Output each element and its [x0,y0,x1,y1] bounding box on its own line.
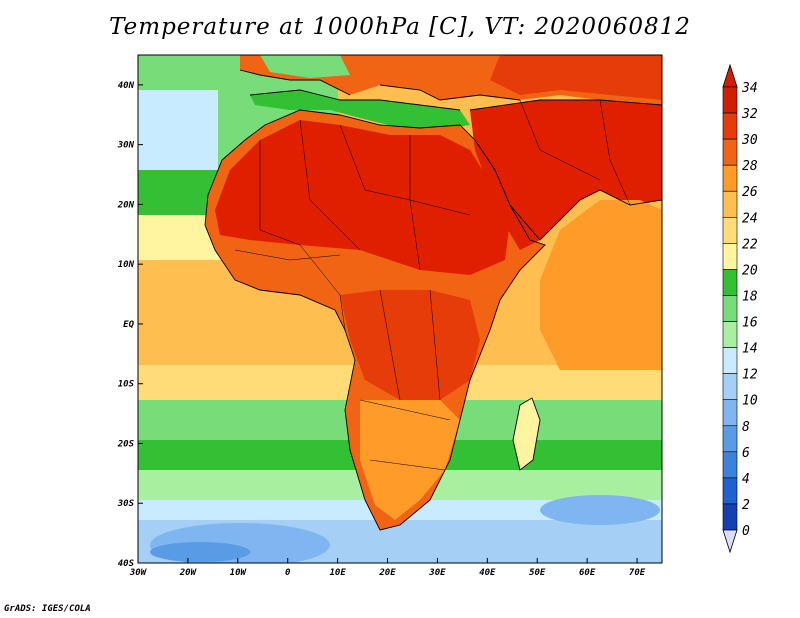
colorbar-label: 8 [742,420,750,435]
colorbar-swatch [722,373,738,401]
north-europe-green [260,55,350,78]
lat-tick-label: EQ [123,320,134,330]
colorbar-swatch [722,86,738,114]
lon-tick-label: 40E [479,568,496,578]
colorbar-swatch [722,477,738,505]
europe-hot [490,55,662,100]
colorbar-swatch [722,451,738,479]
lon-tick-label: 50E [529,568,546,578]
colorbar-swatch [722,425,738,453]
colorbar-swatch [722,138,738,166]
plot-frame [137,54,663,564]
colorbar-over-arrow [722,63,738,88]
colorbar-label: 12 [742,368,758,383]
colorbar-label: 14 [742,342,758,357]
colorbar-label: 32 [741,107,758,122]
arabian-sea [540,200,662,370]
colorbar-swatch [722,216,738,244]
band-north-ocean-mild [138,90,218,170]
lon-tick-label: 30E [428,568,446,578]
madagascar [513,398,540,470]
lon-tick-label: 20W [179,568,198,578]
colorbar-label: 24 [742,211,758,226]
colorbar-swatch [722,112,738,140]
colorbar-label: 34 [741,81,758,96]
lat-tick-label: 30N [117,141,135,151]
lat-tick-label: 10S [118,380,135,390]
mediterranean-sea [250,90,470,130]
colorbar-label: 30 [741,133,758,148]
colorbar-label: 2 [742,498,750,513]
lat-tick-label: 40S [118,559,135,569]
temperature-field [138,55,662,563]
lat-tick-label: 40N [118,81,135,91]
colorbar-swatch [722,190,738,218]
colorbar-swatch [722,399,738,427]
colorbar-label: 0 [742,524,750,539]
lon-tick-label: 60E [579,568,596,578]
lat-axis: 40N 30N 20N 10N EQ 10S 20S 30S 40S [117,81,143,569]
grads-credit: GrADS: IGES/COLA [4,604,91,614]
colorbar-label: 22 [742,237,758,252]
colorbar-swatch [722,164,738,192]
lat-tick-label: 30S [117,499,135,509]
colorbar-label: 10 [742,394,758,409]
lat-tick-label: 20N [117,200,135,210]
map-title: Temperature at 1000hPa [C], VT: 20200608… [109,14,691,40]
lat-tick-label: 20S [117,439,135,449]
colorbar-label: 28 [742,159,758,174]
colorbar-swatch [722,347,738,374]
lon-axis: 30W 20W 10W 0 10E 20E 30E 40E 50E 60E 70E [129,558,646,578]
sahara-hot [215,120,510,275]
cold-patch-core [150,542,250,562]
country-borders [234,99,631,471]
colorbar-label: 18 [742,289,758,304]
colorbar-under-arrow [722,529,738,554]
cold-patch [540,495,660,525]
lon-tick-label: 30W [129,568,148,578]
southern-africa-warm [360,400,460,520]
colorbar-swatch [722,321,738,348]
colorbar-label: 6 [742,446,750,461]
lon-tick-label: 10W [230,568,248,578]
lon-tick-label: 10E [329,568,346,578]
colorbar-swatch [722,243,738,270]
colorbar-swatch [722,503,738,531]
arabia-land [470,100,662,250]
colorbar-label: 16 [742,316,758,331]
colorbar-label: 20 [742,263,758,278]
lat-tick-label: 10N [118,260,135,270]
central-africa-warm [340,290,480,400]
colorbar-swatch [722,269,738,296]
lon-tick-label: 20E [378,568,396,578]
lon-tick-label: 0 [285,568,291,578]
colorbar-swatch [722,295,738,322]
lon-tick-label: 70E [629,568,646,578]
colorbar-label: 4 [742,472,750,487]
colorbar-label: 26 [742,185,758,200]
